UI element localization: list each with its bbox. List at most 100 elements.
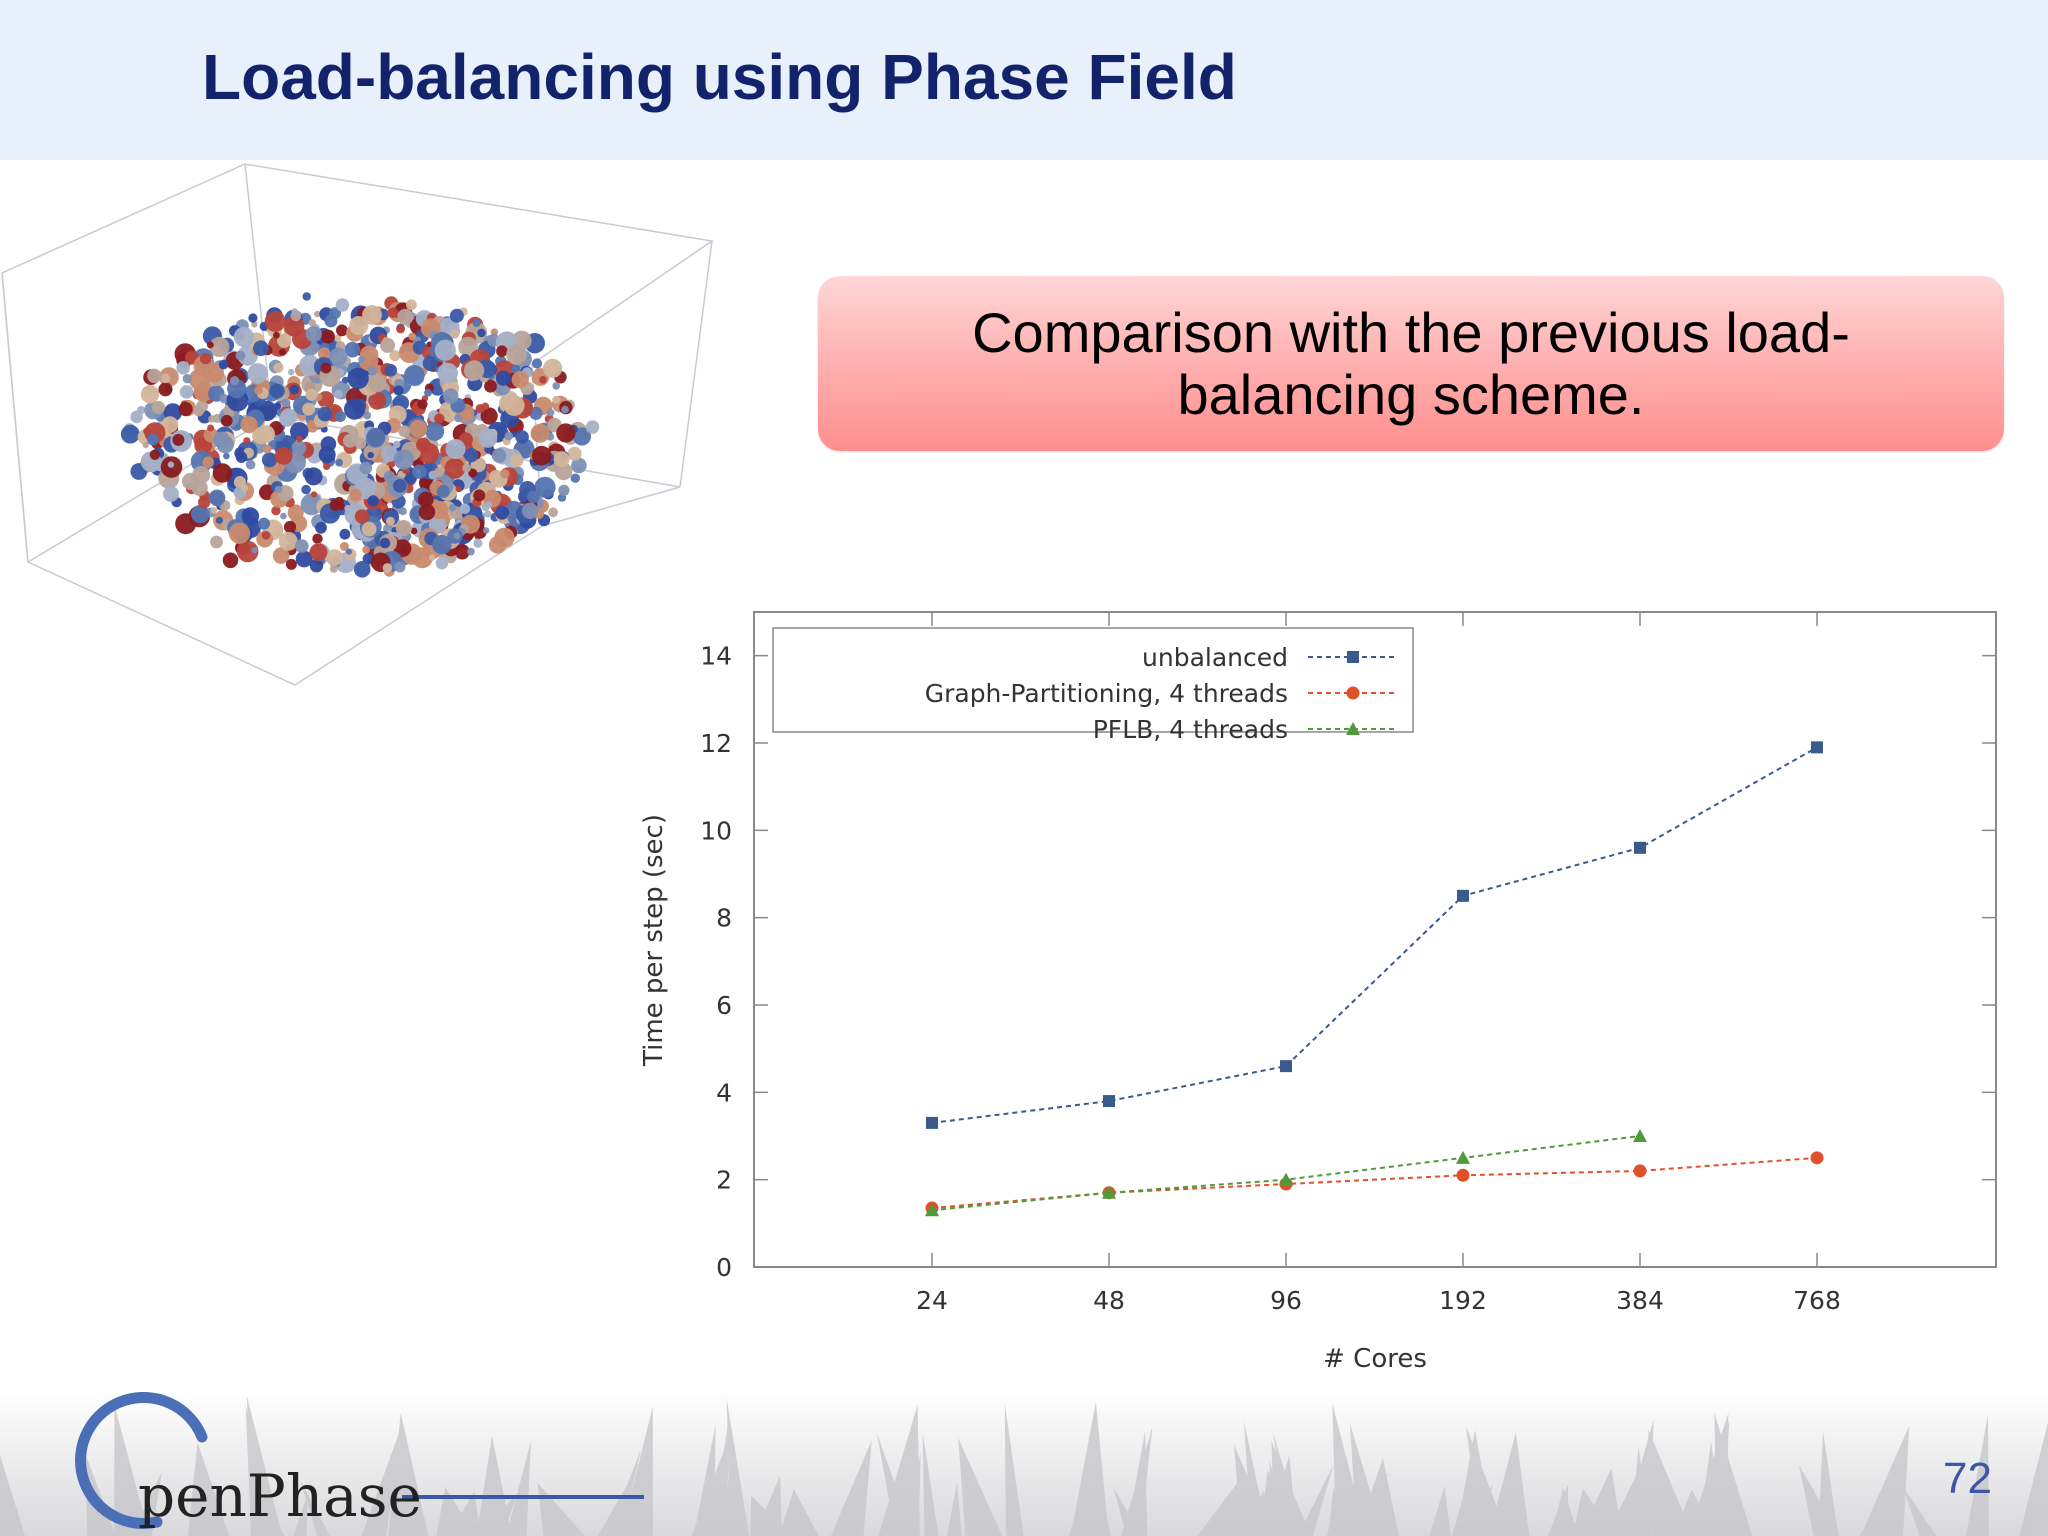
particle xyxy=(531,358,543,369)
footer-spike xyxy=(754,1475,783,1536)
particle xyxy=(434,339,456,361)
particle xyxy=(285,558,297,570)
particle xyxy=(393,449,414,470)
particle xyxy=(468,468,478,478)
particle xyxy=(295,550,313,568)
particle xyxy=(515,430,529,444)
particle xyxy=(418,503,436,521)
particle xyxy=(339,542,349,551)
particle xyxy=(410,527,418,535)
particle xyxy=(552,395,560,404)
page-number: 72 xyxy=(1943,1454,1992,1503)
x-axis-label: # Cores xyxy=(1323,1344,1427,1374)
particle xyxy=(223,452,230,460)
particle xyxy=(209,336,230,357)
particle xyxy=(251,321,258,328)
y-tick-label: 12 xyxy=(700,729,732,758)
particle xyxy=(309,559,324,573)
footer-spike xyxy=(830,1440,872,1536)
particle xyxy=(358,351,379,372)
particle xyxy=(531,445,552,466)
particle xyxy=(218,359,229,370)
particle xyxy=(258,517,270,530)
particle xyxy=(483,527,490,534)
particle xyxy=(228,522,251,544)
particle xyxy=(503,395,525,416)
particle xyxy=(324,314,338,328)
particle-simulation-image xyxy=(1,163,714,686)
particle xyxy=(321,329,335,344)
y-tick-label: 6 xyxy=(716,991,732,1020)
particle xyxy=(444,458,466,479)
particle xyxy=(245,459,256,470)
legend-marker xyxy=(1346,722,1360,735)
particle xyxy=(144,385,154,394)
callout-text: Comparison with the previous load-balanc… xyxy=(972,300,1850,426)
y-tick-label: 0 xyxy=(716,1253,732,1282)
particle xyxy=(252,427,270,445)
particle xyxy=(342,433,357,448)
particle xyxy=(484,379,497,393)
particle xyxy=(349,488,362,502)
particle xyxy=(273,362,284,373)
particle xyxy=(302,402,316,416)
particle xyxy=(149,449,161,460)
y-tick-label: 8 xyxy=(716,904,732,933)
particle xyxy=(334,334,342,343)
y-tick-label: 4 xyxy=(716,1078,732,1107)
particle xyxy=(305,388,318,401)
particle xyxy=(435,557,449,570)
footer-spike xyxy=(946,1482,962,1536)
particle xyxy=(449,308,464,323)
footer-spike xyxy=(249,1477,285,1536)
particle xyxy=(208,415,216,423)
particle xyxy=(554,462,573,481)
particle xyxy=(315,521,327,534)
particle xyxy=(567,446,582,461)
particle xyxy=(212,463,233,483)
particle xyxy=(496,345,508,357)
particle xyxy=(175,513,197,535)
footer-spike xyxy=(958,1437,1003,1536)
particle xyxy=(314,310,321,318)
particle xyxy=(450,329,460,339)
particle xyxy=(556,423,576,443)
footer-spike xyxy=(388,1413,429,1536)
legend-label: PFLB, 4 threads xyxy=(1093,715,1288,744)
particle xyxy=(393,479,407,493)
particle xyxy=(585,420,600,434)
particle xyxy=(383,470,396,483)
data-point-series-0 xyxy=(1103,1095,1115,1108)
legend-marker xyxy=(1347,651,1359,663)
particle xyxy=(172,433,185,446)
particle xyxy=(379,537,391,549)
particle xyxy=(409,419,428,438)
data-point-series-2 xyxy=(1456,1150,1470,1164)
particle xyxy=(151,400,166,415)
particle-cloud xyxy=(120,292,600,578)
particle xyxy=(392,440,401,449)
x-tick-label: 48 xyxy=(1093,1286,1125,1315)
particle xyxy=(394,561,406,573)
particle xyxy=(362,305,382,325)
particle xyxy=(147,433,159,446)
particle xyxy=(416,437,431,453)
x-tick-label: 96 xyxy=(1270,1286,1302,1315)
particle xyxy=(261,531,271,540)
footer-spike xyxy=(506,1440,532,1536)
particle xyxy=(334,389,343,399)
particle xyxy=(404,365,425,386)
data-point-series-0 xyxy=(926,1116,938,1129)
particle xyxy=(393,385,404,396)
particle xyxy=(240,416,258,434)
particle xyxy=(354,437,367,450)
particle xyxy=(202,456,214,468)
logo-text: penPhase xyxy=(138,1462,422,1530)
particle xyxy=(320,362,332,374)
x-axis-ticks: 24 48 96 192 384 768 xyxy=(916,612,1841,1315)
data-point-series-0 xyxy=(1811,741,1823,754)
particle xyxy=(527,490,540,504)
particle xyxy=(163,485,179,502)
particle xyxy=(329,564,338,573)
particle xyxy=(241,507,260,525)
